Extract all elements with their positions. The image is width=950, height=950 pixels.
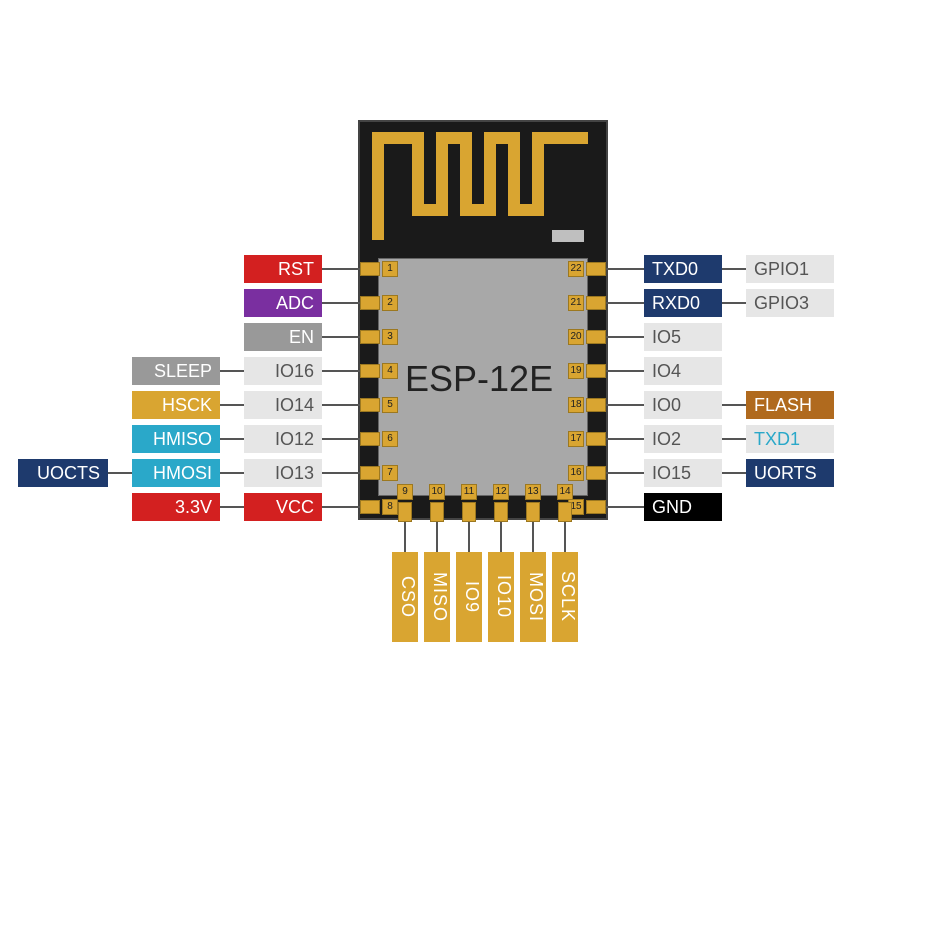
pin-label: EN xyxy=(244,323,322,351)
pin-number: 13 xyxy=(525,484,541,500)
pin-label: IO12 xyxy=(244,425,322,453)
pin-number: 11 xyxy=(461,484,477,500)
pin-number: 14 xyxy=(557,484,573,500)
pin-label: HSCK xyxy=(132,391,220,419)
pin-number: 4 xyxy=(382,363,398,379)
pin-number: 10 xyxy=(429,484,445,500)
pin-label: MOSI xyxy=(520,552,546,642)
pin-label: SCLK xyxy=(552,552,578,642)
pin-label: GPIO3 xyxy=(746,289,834,317)
pin-label: TXD1 xyxy=(746,425,834,453)
pin-number: 5 xyxy=(382,397,398,413)
pin-label: MISO xyxy=(424,552,450,642)
pin-number: 1 xyxy=(382,261,398,277)
pinout-diagram: ESP-12E 1 RST 2 ADC 3 EN 4 IO16 SLEEP 5 IO14 HSCK 6 I… xyxy=(0,0,950,950)
pin-label: FLASH xyxy=(746,391,834,419)
pin-label: IO5 xyxy=(644,323,722,351)
pin-number: 18 xyxy=(568,397,584,413)
pin-label: IO16 xyxy=(244,357,322,385)
pin-label: IO15 xyxy=(644,459,722,487)
pin-label: IO14 xyxy=(244,391,322,419)
pin-label: IO0 xyxy=(644,391,722,419)
pin-label: ADC xyxy=(244,289,322,317)
pin-label: SLEEP xyxy=(132,357,220,385)
pin-number: 9 xyxy=(397,484,413,500)
pin-number: 3 xyxy=(382,329,398,345)
pin-number: 2 xyxy=(382,295,398,311)
pin-number: 12 xyxy=(493,484,509,500)
pin-number: 21 xyxy=(568,295,584,311)
pin-label: IO2 xyxy=(644,425,722,453)
pin-number: 16 xyxy=(568,465,584,481)
pin-number: 22 xyxy=(568,261,584,277)
pin-label: TXD0 xyxy=(644,255,722,283)
pin-label: RST xyxy=(244,255,322,283)
pin-number: 20 xyxy=(568,329,584,345)
pin-label: HMISO xyxy=(132,425,220,453)
pin-label: RXD0 xyxy=(644,289,722,317)
led-pad xyxy=(552,230,584,242)
pin-number: 19 xyxy=(568,363,584,379)
pin-label: IO10 xyxy=(488,552,514,642)
pin-label: HMOSI xyxy=(132,459,220,487)
pin-label: IO4 xyxy=(644,357,722,385)
pin-label: UOCTS xyxy=(18,459,108,487)
pin-number: 17 xyxy=(568,431,584,447)
pin-number: 7 xyxy=(382,465,398,481)
pin-label: CSO xyxy=(392,552,418,642)
pin-label: IO13 xyxy=(244,459,322,487)
pin-number: 6 xyxy=(382,431,398,447)
pin-label: 3.3V xyxy=(132,493,220,521)
pin-label: VCC xyxy=(244,493,322,521)
pin-label: GND xyxy=(644,493,722,521)
pin-label: UORTS xyxy=(746,459,834,487)
pin-number: 8 xyxy=(382,499,398,515)
pin-label: GPIO1 xyxy=(746,255,834,283)
pin-label: IO9 xyxy=(456,552,482,642)
chip-label: ESP-12E xyxy=(405,358,553,400)
